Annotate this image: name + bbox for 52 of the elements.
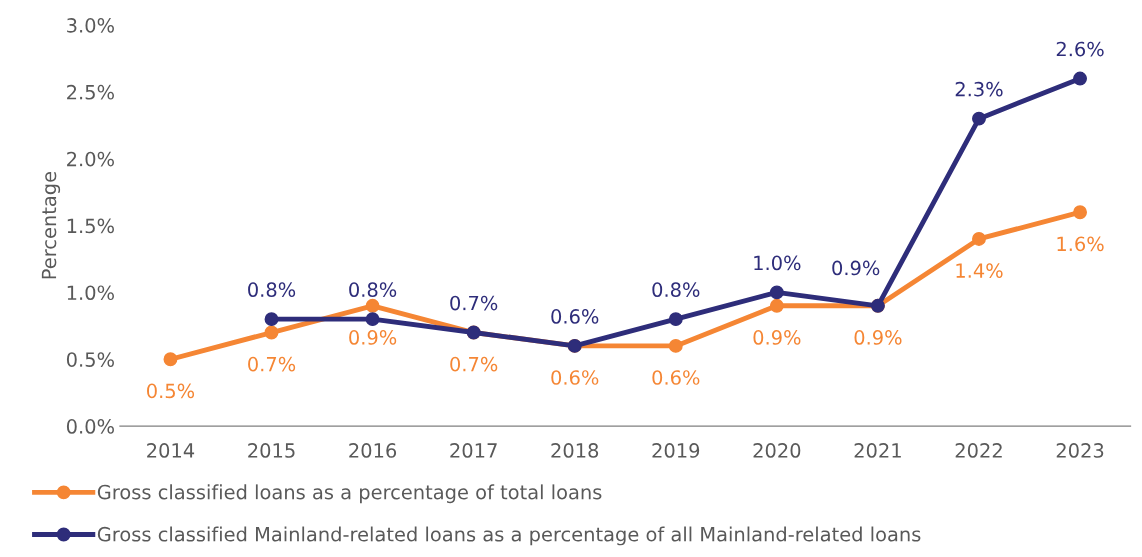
x-tick-label: 2015 [248,443,295,458]
x-tick-label: 2023 [1056,443,1104,458]
data-label: 0.8% [652,282,700,298]
data-label: 0.9% [753,330,801,345]
data-label: 2.3% [955,81,1003,97]
legend-label: Gross classified Mainland-related loans as a percentage of all Mainland-related loans [97,526,921,546]
data-label: 0.6% [551,370,599,385]
point [972,111,986,126]
x-tick-label: 2017 [450,443,497,458]
x-tick-label: 2016 [349,443,397,458]
y-tick-label: 0.5% [66,352,114,367]
data-label: 0.7% [450,356,498,372]
x-tick-label: 2021 [854,443,901,458]
point [668,312,683,327]
legend-label: Gross classified loans as a percentage of total loans [97,484,602,504]
point [365,312,380,327]
point [264,312,279,327]
y-tick-label: 3.0% [67,18,114,33]
x-tick-label: 2014 [147,443,195,458]
data-label: 0.9% [832,260,880,276]
x-tick-label: 2018 [551,443,599,458]
point [668,338,683,353]
y-tick-label: 0.0% [66,419,114,434]
data-label: 0.8% [349,282,397,298]
y-tick-label: 2.0% [67,151,114,167]
x-tick-label: 2022 [955,443,1002,458]
data-label: 0.7% [248,356,296,372]
y-axis-title: Percentage [41,171,61,279]
data-label: 2.6% [1056,41,1104,57]
data-label: 1.0% [754,255,801,271]
point [1073,205,1087,220]
point [769,298,784,313]
data-label: 1.4% [956,263,1003,278]
data-label: 1.6% [1057,236,1104,252]
point [972,232,986,246]
point [264,325,279,340]
data-label: 0.6% [551,309,599,324]
data-label: 0.9% [349,330,397,345]
point [163,352,178,367]
point [769,285,784,300]
x-tick-label: 2019 [652,443,700,458]
data-label: 0.7% [450,295,498,311]
y-tick-label: 2.5% [67,84,114,100]
data-label: 0.5% [147,383,195,399]
point [1073,71,1087,86]
data-label: 0.8% [248,282,296,298]
data-label: 0.9% [854,330,902,345]
data-label: 0.6% [652,370,700,385]
y-tick-label: 1.5% [67,218,114,234]
y-tick-label: 1.0% [67,285,114,301]
x-tick-label: 2020 [753,443,801,458]
point [365,298,380,313]
